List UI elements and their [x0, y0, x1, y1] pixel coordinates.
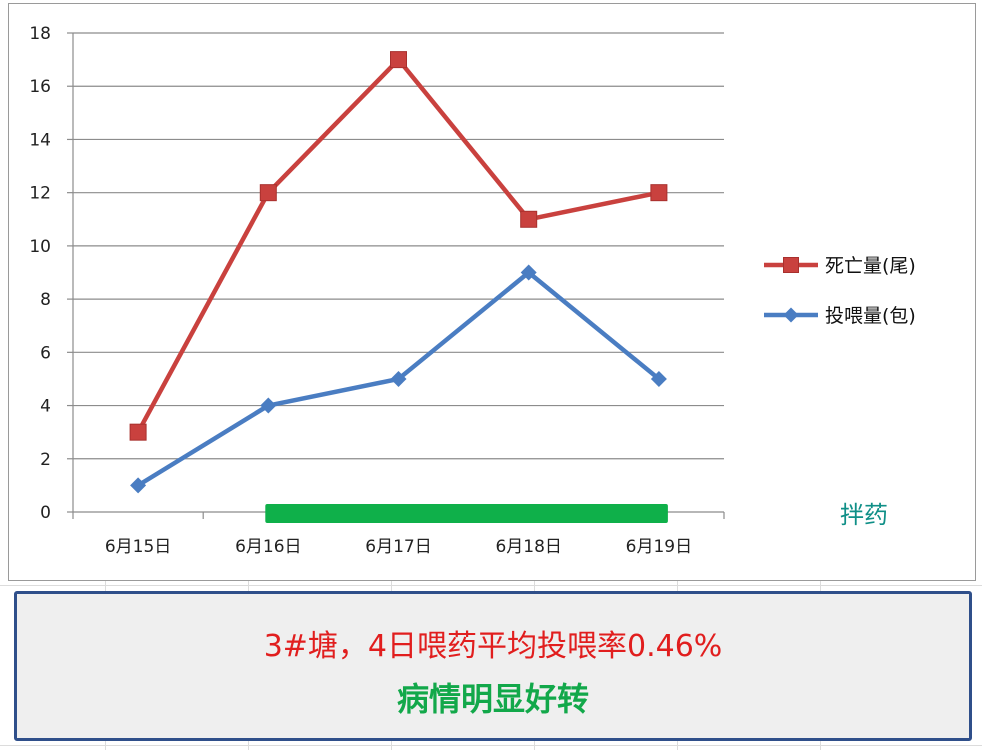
x-tick-label: 6月19日 [626, 537, 692, 557]
data-point [390, 51, 407, 69]
y-tick-label: 6 [40, 343, 51, 363]
x-tick-label: 6月17日 [365, 537, 431, 557]
legend: 死亡量(尾) 投喂量(包) [764, 255, 916, 327]
y-tick-label: 2 [40, 450, 51, 470]
data-point [650, 184, 668, 202]
chart-area [8, 3, 976, 581]
medication-annotation: 拌药 [265, 501, 888, 529]
x-tick-label: 6月16日 [235, 537, 301, 557]
legend-item: 死亡量(尾) [764, 255, 916, 277]
data-point [130, 477, 147, 494]
medication-period-bar [265, 504, 668, 523]
series-layer [129, 51, 668, 494]
series-deaths [129, 51, 668, 441]
legend-item: 投喂量(包) [764, 305, 916, 327]
axes [72, 33, 724, 513]
grid-lines [73, 32, 724, 460]
data-point [520, 210, 538, 228]
y-tick-label: 10 [29, 237, 51, 257]
y-tick-label: 12 [29, 184, 51, 204]
y-axis-ticks: 0 2 4 6 8 10 12 14 16 18 [29, 24, 73, 523]
medication-label: 拌药 [840, 501, 888, 529]
x-axis-ticks: 6月15日 6月16日 6月17日 6月18日 6月19日 [72, 512, 725, 557]
y-tick-label: 8 [40, 290, 51, 310]
data-point [259, 184, 277, 202]
data-point [783, 257, 799, 273]
data-point [520, 264, 537, 281]
info-summary-line: 3#塘，4日喂药平均投喂率0.46% [263, 629, 723, 664]
data-point [129, 423, 147, 441]
y-tick-label: 14 [29, 130, 51, 150]
info-result-line: 病情明显好转 [396, 680, 589, 718]
y-tick-label: 18 [29, 24, 51, 44]
data-point [783, 307, 799, 323]
y-tick-label: 0 [40, 503, 51, 523]
data-point [650, 370, 667, 387]
legend-label: 死亡量(尾) [825, 255, 916, 277]
line-chart: 0 2 4 6 8 10 12 14 16 18 6月15日 6月16日 6月17日 6月18日 6月19… [29, 24, 916, 557]
x-tick-label: 6月18日 [495, 537, 561, 557]
series-feeding [130, 264, 667, 494]
data-point [390, 370, 407, 387]
info-box: 3#塘，4日喂药平均投喂率0.46% 病情明显好转 [14, 591, 972, 741]
legend-label: 投喂量(包) [825, 305, 916, 327]
data-point [260, 397, 277, 414]
y-tick-label: 4 [40, 397, 51, 417]
y-tick-label: 16 [29, 77, 51, 97]
x-tick-label: 6月15日 [105, 537, 171, 557]
